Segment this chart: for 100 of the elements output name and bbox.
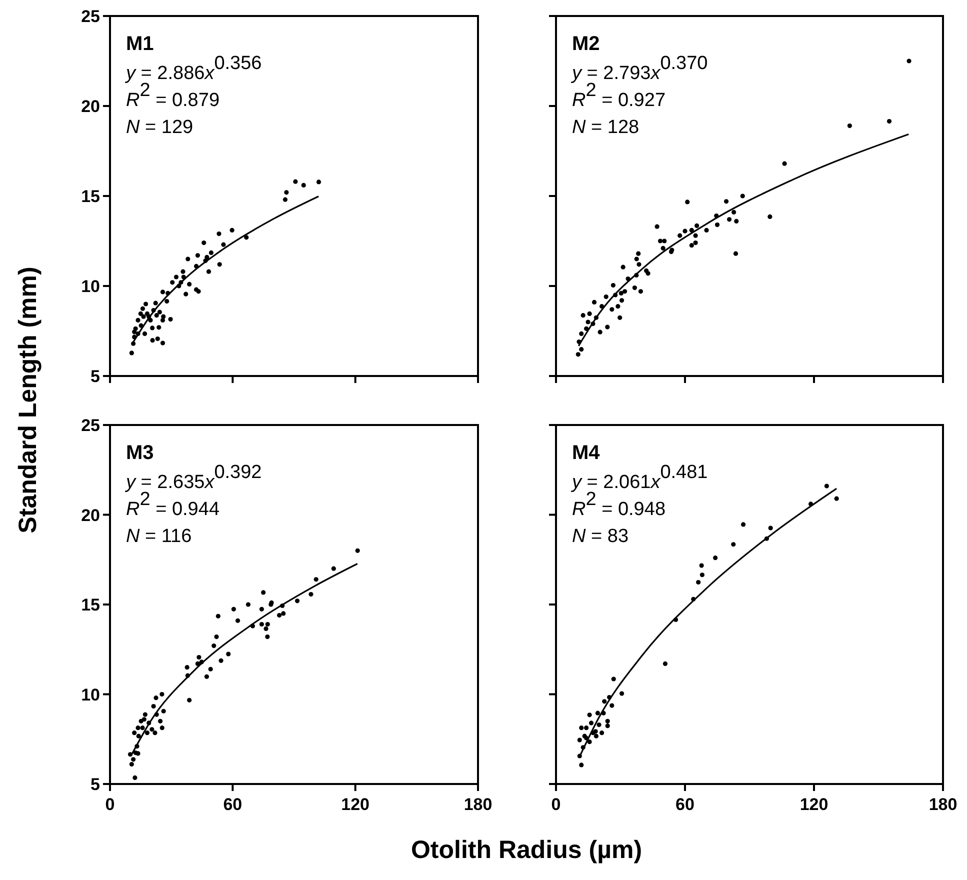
point xyxy=(230,228,234,232)
point xyxy=(212,643,216,648)
point xyxy=(579,762,584,768)
point xyxy=(155,336,160,342)
point xyxy=(187,282,192,286)
point xyxy=(144,730,150,736)
point xyxy=(136,734,141,738)
x-tick-label: 180 xyxy=(464,795,492,814)
point xyxy=(231,606,236,612)
point xyxy=(187,698,192,702)
y-tick-label: 25 xyxy=(81,416,100,435)
point xyxy=(246,602,251,607)
point xyxy=(259,606,264,612)
point xyxy=(314,577,318,582)
point xyxy=(138,311,143,316)
point xyxy=(206,269,212,274)
annotation: N = 128 xyxy=(572,117,640,138)
point xyxy=(160,726,164,730)
annotation: N = 129 xyxy=(126,117,194,138)
point xyxy=(141,314,146,319)
point xyxy=(152,730,158,736)
point xyxy=(265,634,270,640)
point xyxy=(824,484,829,488)
point xyxy=(293,179,298,184)
point xyxy=(700,572,704,578)
point xyxy=(196,654,202,660)
point xyxy=(244,235,249,240)
y-tick-label: 5 xyxy=(90,367,100,386)
point xyxy=(154,696,158,700)
point xyxy=(308,592,314,597)
point xyxy=(264,626,268,632)
x-tick-label: 0 xyxy=(105,795,115,814)
point xyxy=(331,566,336,571)
x-tick-label: 120 xyxy=(800,795,828,814)
y-tick-label: 25 xyxy=(81,7,100,26)
point xyxy=(156,325,162,330)
point xyxy=(136,318,140,322)
point xyxy=(595,710,600,716)
point xyxy=(259,622,264,627)
x-tick-label: 180 xyxy=(928,795,958,814)
point xyxy=(740,522,746,527)
point xyxy=(204,254,210,260)
point xyxy=(154,313,159,318)
point xyxy=(129,762,134,767)
point xyxy=(588,720,594,726)
point xyxy=(186,256,190,262)
point xyxy=(577,738,582,742)
point xyxy=(158,718,163,724)
y-tick-label: 5 xyxy=(90,775,100,794)
x-tick-label: 60 xyxy=(223,795,242,814)
point xyxy=(160,290,166,294)
point xyxy=(316,180,322,184)
point xyxy=(150,326,155,330)
point xyxy=(610,703,614,708)
point xyxy=(132,775,138,780)
point xyxy=(138,718,144,724)
point xyxy=(170,280,175,285)
point xyxy=(151,704,156,709)
point xyxy=(157,310,162,314)
annotation: N = 116 xyxy=(126,526,192,547)
point xyxy=(605,718,610,724)
point xyxy=(662,661,668,666)
point xyxy=(161,708,166,714)
point xyxy=(150,727,154,732)
point xyxy=(195,661,200,666)
point xyxy=(180,269,186,274)
point xyxy=(136,726,140,730)
point xyxy=(214,634,219,640)
point xyxy=(136,751,140,756)
point xyxy=(301,182,306,188)
point xyxy=(731,542,736,547)
point xyxy=(594,734,599,738)
y-tick-label: 15 xyxy=(81,596,100,614)
x-tick-label: 60 xyxy=(676,795,694,814)
point xyxy=(143,302,148,306)
point xyxy=(281,611,286,616)
point xyxy=(184,665,190,670)
point xyxy=(602,699,607,704)
point xyxy=(208,250,214,255)
text: M2 xyxy=(572,33,600,55)
point xyxy=(216,614,220,618)
y-tick-label: 15 xyxy=(81,187,100,206)
point xyxy=(355,548,360,553)
point xyxy=(150,338,155,343)
point xyxy=(129,350,134,356)
point xyxy=(579,726,584,730)
point xyxy=(132,730,137,736)
point xyxy=(218,658,224,663)
point xyxy=(161,314,166,319)
point xyxy=(696,580,701,585)
point xyxy=(153,300,158,306)
point xyxy=(284,190,289,195)
y-tick-label: 10 xyxy=(81,685,100,704)
point xyxy=(142,331,148,336)
x-tick-label: 0 xyxy=(551,795,561,814)
point xyxy=(196,289,201,294)
point xyxy=(160,692,164,697)
point xyxy=(217,262,222,267)
point xyxy=(619,691,624,696)
point xyxy=(596,722,602,728)
